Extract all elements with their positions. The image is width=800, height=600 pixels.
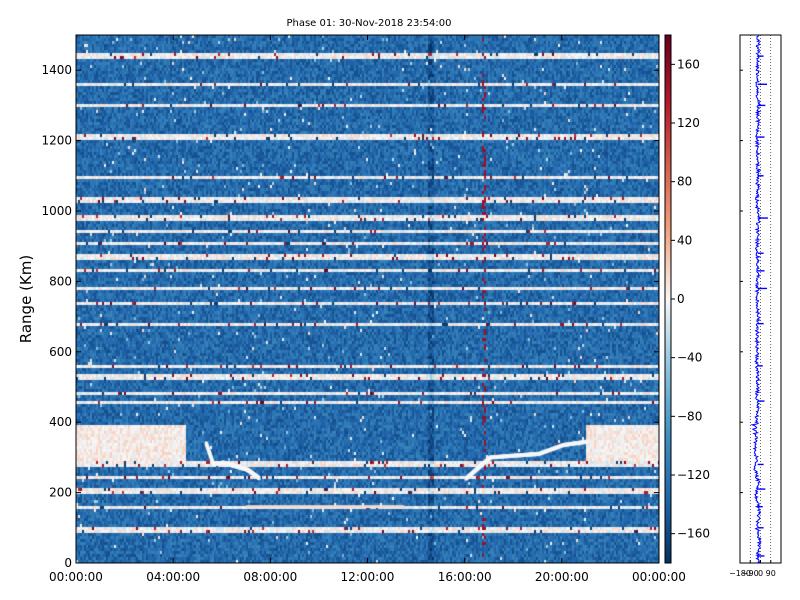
colorbar-tick-label: 160 <box>677 57 700 71</box>
y-tick-label: 800 <box>49 274 72 288</box>
heatmap-canvas <box>76 35 659 563</box>
colorbar-tick-label: 0 <box>677 292 685 306</box>
profile-x-tick-label: −180 <box>729 569 751 578</box>
profile-line <box>750 34 762 564</box>
colorbar-tick-label: −40 <box>677 351 702 365</box>
y-tick-label: 400 <box>49 415 72 429</box>
heatmap-axes: 00:00:00 04:00:00 08:00:00 12:00:00 16:00:00… <box>41 35 686 584</box>
colorbar-canvas <box>665 35 671 563</box>
profile-x-tick-label: 90 <box>766 569 776 578</box>
profile-x-tick-label: −90 <box>742 569 759 578</box>
y-axis-label: Range (Km) <box>17 255 35 343</box>
y-tick-label: 200 <box>49 486 72 500</box>
x-tick-label: 04:00:00 <box>146 570 200 584</box>
x-tick-label: 00:00:00 <box>632 570 686 584</box>
colorbar-tick-label: −80 <box>677 409 702 423</box>
y-tick-label: 0 <box>64 556 72 570</box>
colorbar-tick-label: −160 <box>677 527 710 541</box>
chart-title: Phase 01: 30-Nov-2018 23:54:00 <box>286 18 451 29</box>
colorbar-tick-label: −120 <box>677 468 710 482</box>
profile-x-tick-label: 0 <box>758 569 763 578</box>
x-tick-label: 20:00:00 <box>535 570 589 584</box>
colorbar-area <box>665 35 671 563</box>
colorbar-axes: 160 120 80 40 0 −40 −80 −120 −160 <box>671 57 710 541</box>
x-tick-label: 00:00:00 <box>49 570 103 584</box>
y-tick-label: 600 <box>49 345 72 359</box>
heatmap-area <box>76 35 659 563</box>
y-tick-label: 1000 <box>41 204 72 218</box>
colorbar-tick-label: 40 <box>677 233 692 247</box>
profile-plot: −180−90 0 90 <box>729 34 776 578</box>
colorbar-tick-label: 80 <box>677 175 692 189</box>
y-tick-label: 1400 <box>41 63 72 77</box>
x-tick-label: 08:00:00 <box>243 570 297 584</box>
x-tick-label: 12:00:00 <box>341 570 395 584</box>
colorbar-tick-label: 120 <box>677 116 700 130</box>
y-tick-label: 1200 <box>41 134 72 148</box>
x-tick-label: 16:00:00 <box>438 570 492 584</box>
